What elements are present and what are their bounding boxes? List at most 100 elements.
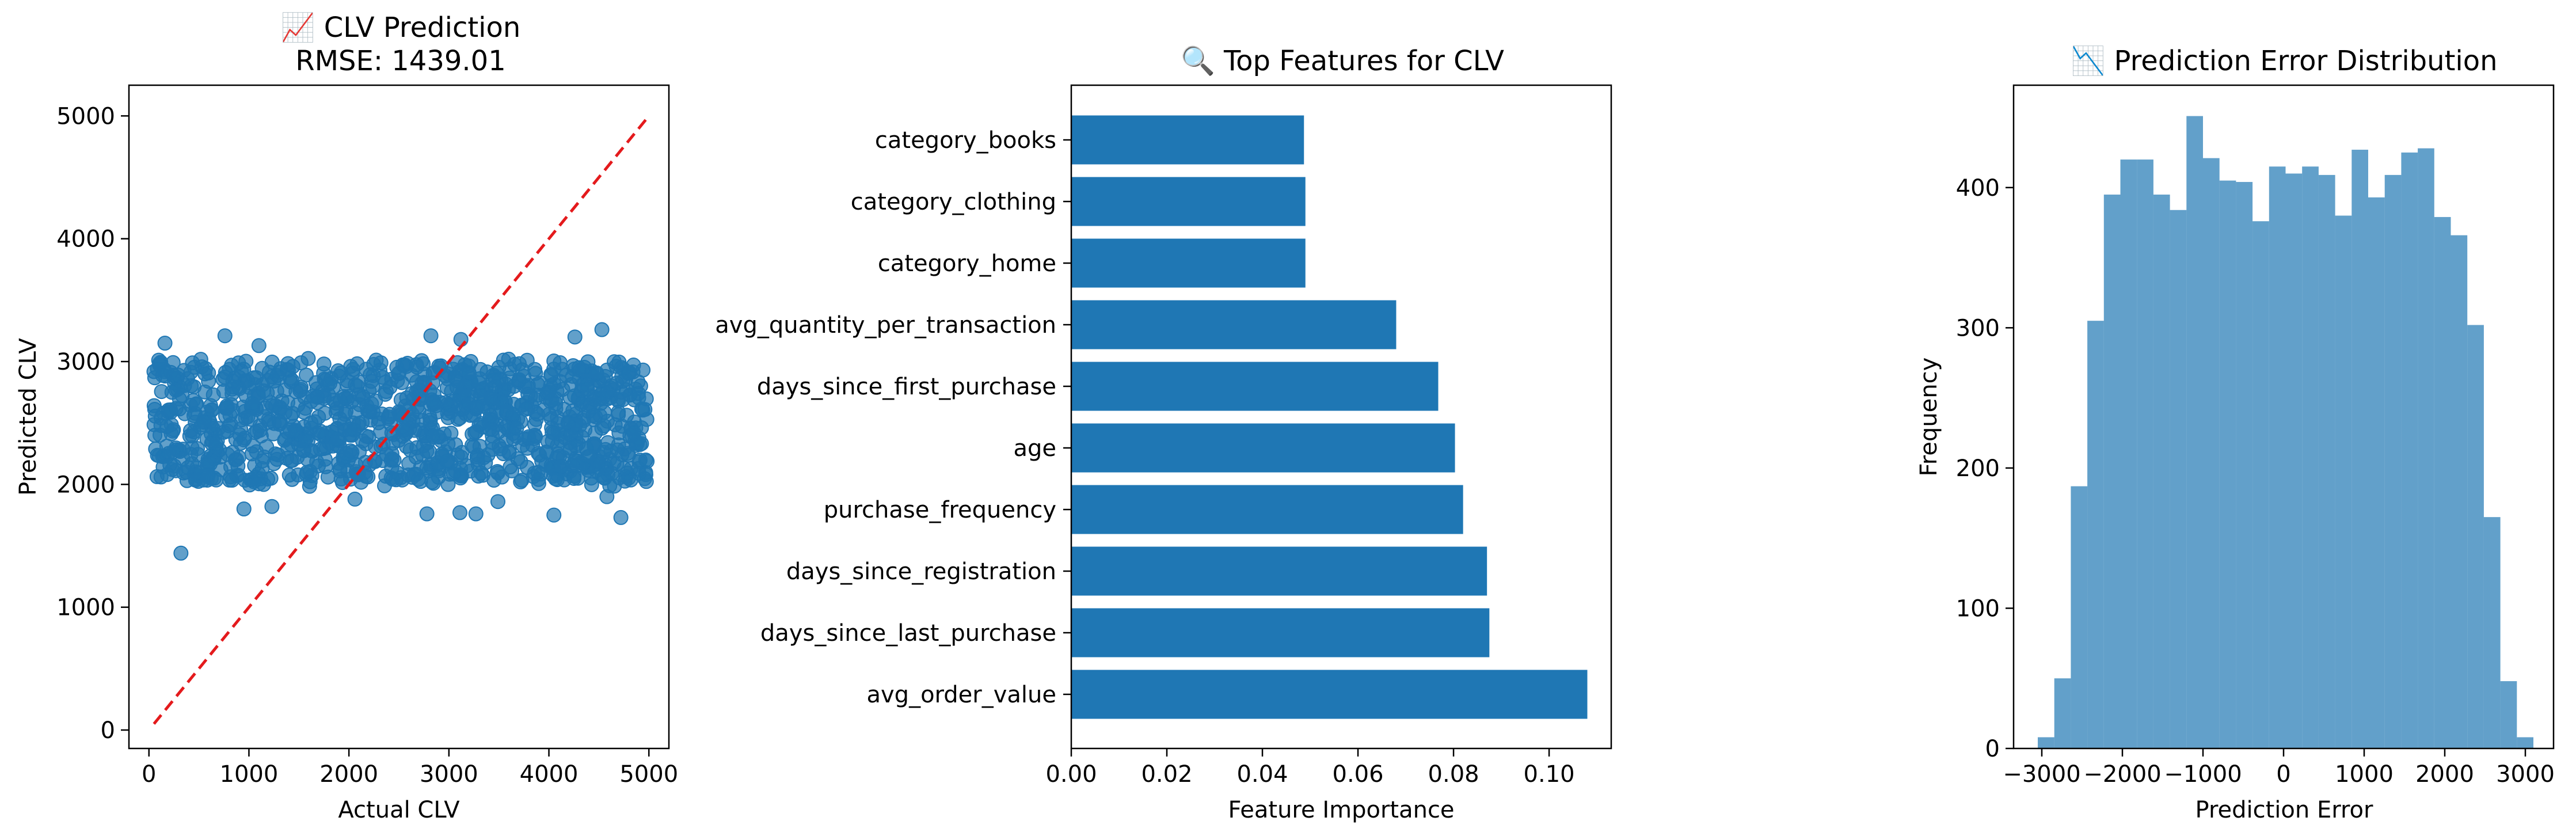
scatter-point [589, 365, 604, 381]
histogram-x-tick-label: 0 [2276, 761, 2290, 788]
scatter-point [580, 382, 595, 397]
scatter-points [146, 322, 655, 561]
scatter-point [623, 472, 638, 488]
histogram-bar [2203, 158, 2220, 748]
scatter-point [274, 393, 290, 409]
histogram-ticks: −3000 −2000 −1000 0 1000 2000 3000 0 100 200 300 40… [1956, 175, 2555, 788]
scatter-point [419, 506, 435, 522]
features-xlabel: Feature Importance [1228, 797, 1454, 823]
scatter-point [450, 412, 466, 427]
histogram-bars [2038, 116, 2533, 749]
feature-label: category_clothing [851, 189, 1056, 215]
histogram-title: 📉 Prediction Error Distribution [2071, 45, 2497, 77]
scatter-point [560, 415, 576, 431]
scatter-point [423, 328, 439, 344]
scatter-frame [128, 84, 670, 750]
scatter-point [402, 442, 418, 458]
scatter-point [302, 463, 318, 479]
scatter-x-tick-label: 5000 [619, 761, 678, 788]
error-distribution-panel: 📉 Prediction Error Distribution −3000 −20… [1916, 45, 2555, 823]
histogram-bar [2318, 174, 2335, 748]
scatter-point [259, 439, 275, 455]
histogram-frame [2012, 84, 2555, 750]
scatter-point [258, 400, 274, 416]
scatter-point [485, 435, 500, 450]
scatter-point [230, 458, 246, 474]
histogram-bar [2269, 166, 2286, 749]
histogram-y-tick-label: 100 [1956, 595, 2000, 622]
scatter-x-tick-label: 3000 [420, 761, 478, 788]
scatter-point [313, 442, 328, 457]
scatter-point [604, 466, 619, 481]
histogram-xlabel: Prediction Error [2196, 797, 2373, 823]
feature-bar [1071, 238, 1306, 288]
scatter-point [384, 446, 399, 461]
scatter-point [254, 453, 270, 469]
feature-label: days_since_registration [786, 558, 1056, 585]
scatter-point [157, 336, 173, 351]
scatter-subtitle: RMSE: 1439.01 [295, 45, 505, 77]
scatter-point [182, 423, 198, 438]
scatter-point [516, 368, 532, 384]
histogram-x-tick-label: 1000 [2335, 761, 2394, 788]
feature-bar [1071, 115, 1304, 165]
scatter-point [186, 408, 201, 423]
scatter-point [285, 359, 300, 374]
histogram-bar [2038, 737, 2054, 748]
histogram-bar [2401, 152, 2418, 748]
scatter-point [285, 405, 300, 421]
scatter-point [581, 404, 596, 419]
histogram-y-tick-label: 400 [1956, 175, 2000, 202]
scatter-point [382, 406, 397, 422]
scatter-point [316, 356, 332, 372]
scatter-point [193, 352, 208, 367]
scatter-point [217, 328, 233, 344]
scatter-point [571, 360, 587, 375]
histogram-x-tick-label: 2000 [2415, 761, 2474, 788]
histogram-bar [2351, 150, 2368, 748]
scatter-point [168, 401, 184, 416]
histogram-bar [2483, 517, 2501, 748]
scatter-point [373, 355, 389, 371]
scatter-point [419, 443, 435, 459]
scatter-point [494, 469, 509, 485]
histogram-x-tick-label: 3000 [2496, 761, 2555, 788]
scatter-point [320, 469, 336, 485]
scatter-point [452, 505, 467, 520]
feature-x-tick-label: 0.04 [1237, 761, 1288, 788]
feature-label: category_books [875, 127, 1056, 154]
scatter-point [613, 510, 629, 525]
feature-x-tick-label: 0.02 [1141, 761, 1192, 788]
scatter-point [215, 371, 231, 387]
histogram-bar [2418, 148, 2434, 749]
histogram-bar [2302, 166, 2319, 749]
scatter-point [340, 378, 355, 394]
feature-label: avg_quantity_per_transaction [715, 312, 1056, 339]
scatter-point [225, 473, 240, 488]
scatter-point [547, 471, 563, 486]
scatter-point [359, 428, 374, 444]
feature-bar [1071, 546, 1487, 596]
scatter-point [264, 499, 280, 514]
scatter-point [634, 436, 649, 451]
histogram-x-tick-label: −1000 [2164, 761, 2242, 788]
scatter-point [153, 417, 169, 433]
scatter-point [599, 489, 615, 504]
scatter-point [208, 436, 224, 451]
histogram-ylabel: Frequency [1916, 358, 1942, 477]
scatter-point [519, 352, 535, 368]
reference-line [153, 115, 650, 725]
histogram-bar [2368, 197, 2385, 748]
scatter-point [531, 472, 546, 487]
scatter-point [309, 389, 325, 404]
histogram-bar [2285, 173, 2303, 748]
scatter-point [347, 491, 363, 507]
scatter-point [607, 417, 623, 432]
scatter-ticks: 0 1000 2000 3000 4000 5000 0 1000 2000 3000 4000 50… [56, 103, 678, 788]
scatter-point [527, 428, 543, 443]
scatter-point [256, 383, 271, 398]
scatter-point [446, 466, 461, 482]
feature-x-tick-label: 0.08 [1428, 761, 1479, 788]
scatter-point [600, 435, 615, 450]
